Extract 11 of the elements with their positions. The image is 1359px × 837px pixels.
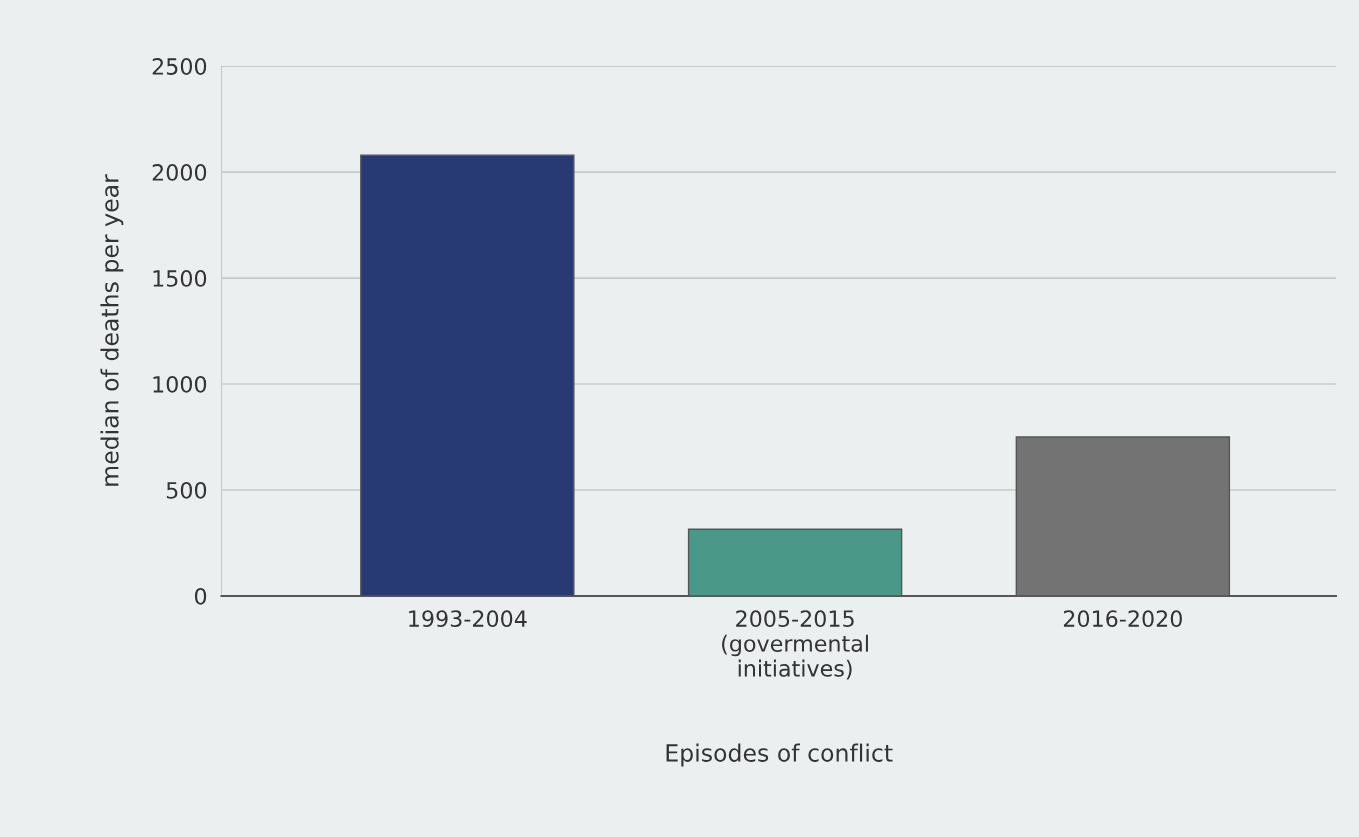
y-tick-label: 2500 [152, 58, 207, 75]
x-axis-title: Episodes of conflict [666, 743, 893, 767]
y-tick-label: 0 [194, 587, 207, 605]
y-tick-label: 1000 [153, 375, 207, 393]
x-tick-label: 2016-2020 [1063, 610, 1182, 628]
x-tick-label: 1993-2004 [409, 610, 527, 628]
y-tick-label: 2000 [152, 164, 207, 181]
x-tick-label: 2005-2015 (govermental initiatives) [722, 610, 868, 680]
y-axis-title: median of deaths per year [100, 174, 124, 486]
y-tick-label: 500 [166, 481, 207, 499]
y-tick-label: 1500 [153, 270, 207, 287]
